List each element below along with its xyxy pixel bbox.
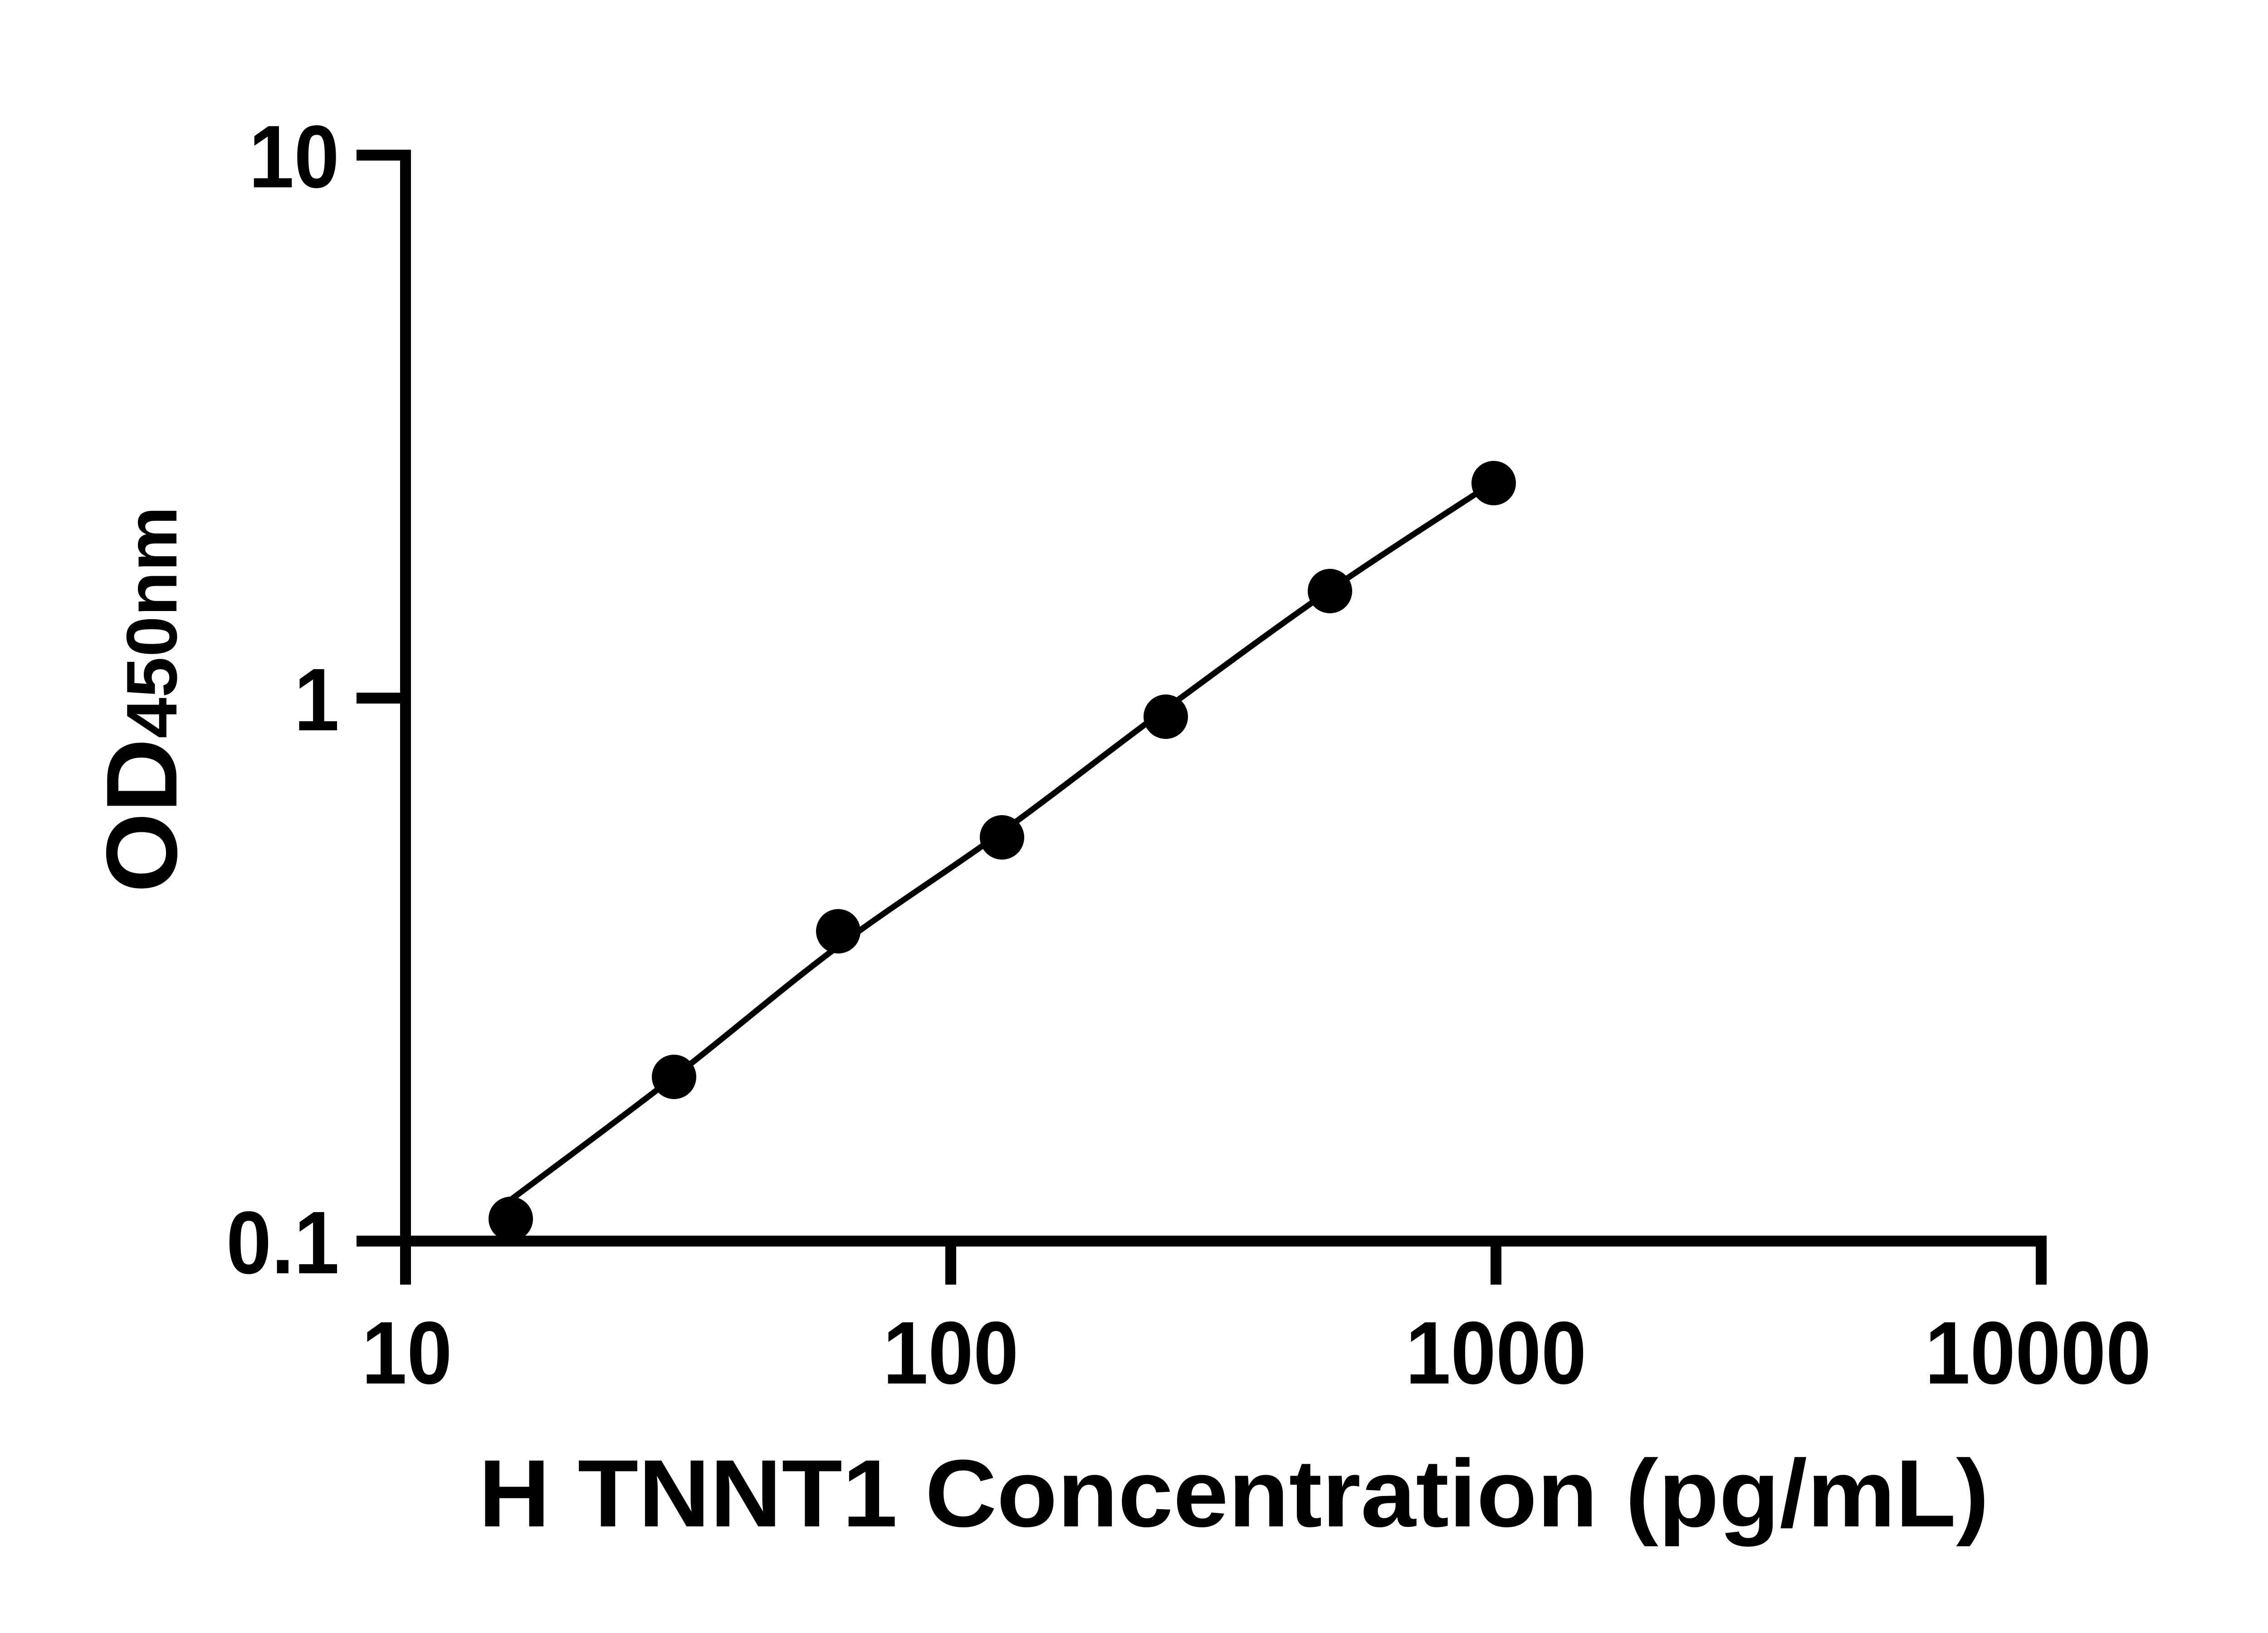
svg-text:0.1: 0.1 xyxy=(226,1193,339,1292)
svg-text:1: 1 xyxy=(294,650,339,749)
svg-text:1000: 1000 xyxy=(1406,1303,1587,1403)
svg-text:10000: 10000 xyxy=(1925,1303,2151,1403)
svg-text:10: 10 xyxy=(362,1303,452,1403)
svg-text:100: 100 xyxy=(883,1303,1018,1403)
svg-text:H TNNT1 Concentration (pg/mL): H TNNT1 Concentration (pg/mL) xyxy=(479,1440,1989,1547)
svg-text:10: 10 xyxy=(249,107,339,206)
